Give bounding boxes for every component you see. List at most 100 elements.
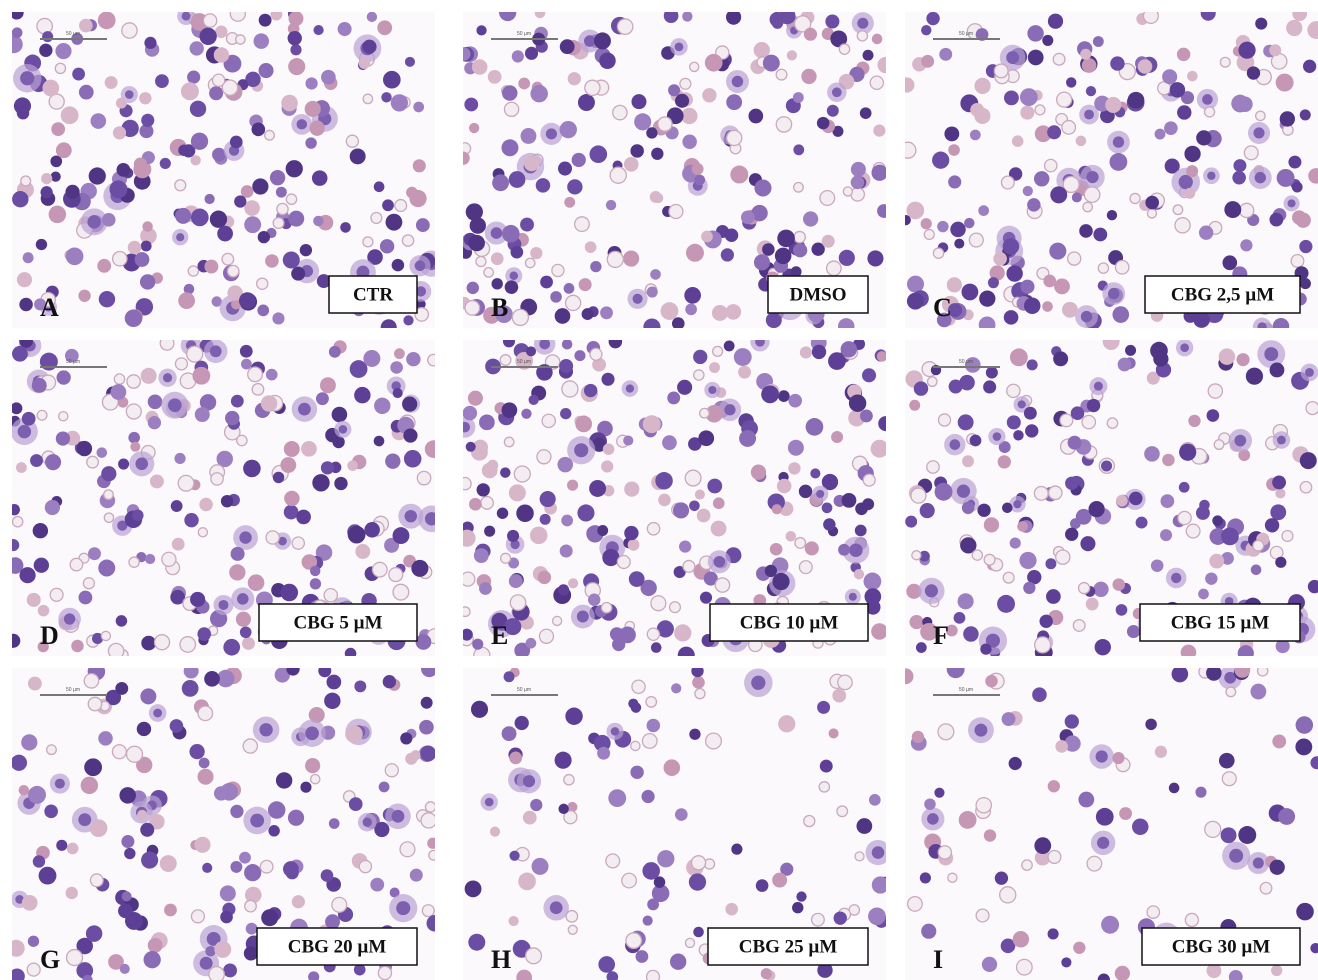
cell [149,474,164,489]
cell [12,345,28,362]
cell [245,922,258,935]
cell [841,492,857,508]
cell [978,205,990,216]
pale-cell [1059,413,1074,428]
cell [296,509,311,525]
pale-cell [968,232,984,248]
condition-label: DMSO [790,285,847,306]
condition-label: CBG 20 µM [288,937,387,958]
cell [1186,165,1199,178]
label-box [258,603,418,642]
cell [1013,430,1024,441]
cell [471,59,488,75]
cell [539,490,556,508]
pale-cell [775,68,788,81]
cell [1171,668,1189,683]
pale-cell [682,559,696,573]
cell [868,794,881,806]
cell [516,969,533,980]
cell [147,394,163,410]
label-box [707,927,869,966]
cell [216,669,235,688]
cell [55,142,72,159]
cell [285,160,303,178]
cell [961,283,979,301]
cell [671,683,682,694]
cell [124,847,136,860]
cell-nucleus [362,817,372,827]
condition-label: CBG 30 µM [1172,937,1271,958]
pale-cell [1015,958,1033,976]
cell [1246,66,1261,80]
pale-cell [499,552,512,564]
cell [655,472,673,490]
cell [220,494,234,508]
pale-cell [1281,529,1294,543]
pale-cell [793,181,804,193]
cell [492,174,509,192]
cell [859,107,872,119]
cell [509,850,520,861]
cell [658,493,671,507]
cell [838,249,855,266]
cell [420,745,435,762]
pale-cell [125,745,144,763]
pale-cell [259,859,274,874]
cell [705,405,723,423]
cell [280,457,297,473]
cell [850,175,865,190]
cell-nucleus [522,775,536,788]
cell [1046,589,1061,604]
cell [837,318,855,328]
cell [987,277,999,289]
pale-cell [111,744,128,760]
label-box [256,927,418,966]
cell [324,692,341,710]
cell [410,750,421,761]
pale-cell [1072,618,1086,632]
cell-nucleus [545,128,557,140]
cell [315,392,329,406]
cell-nucleus [539,340,551,350]
cell [1025,424,1039,438]
pale-cell [524,947,543,965]
pale-cell [926,376,938,388]
cell [141,635,157,651]
cell [663,12,679,24]
cell [1231,94,1249,113]
pale-cell [179,636,197,653]
cell [1064,735,1081,752]
cell [725,902,738,916]
cell [139,92,152,105]
cell [702,88,717,103]
cell-nucleus [871,846,885,859]
cell [623,250,640,267]
cell [1071,192,1082,203]
cell [469,217,486,234]
cell [1088,501,1105,518]
cell [199,394,217,411]
cell [628,698,639,709]
cell [856,818,873,834]
scale-text: 50 µm [959,687,973,693]
cell [110,384,127,400]
cell [963,626,979,642]
cell [379,239,395,254]
cell [515,351,534,370]
pale-cell [625,932,643,950]
cell [710,520,727,537]
cell [1205,572,1218,585]
cell [406,351,421,367]
cell [906,201,925,220]
pale-cell [57,410,69,422]
cell [415,299,426,310]
cell [501,139,519,157]
cell-nucleus [162,373,173,383]
cell [242,636,255,650]
cell [1065,527,1079,541]
cell [32,855,46,868]
cell [510,245,524,259]
pale-cell [1225,686,1237,698]
cell [284,490,300,507]
cell [463,628,473,641]
